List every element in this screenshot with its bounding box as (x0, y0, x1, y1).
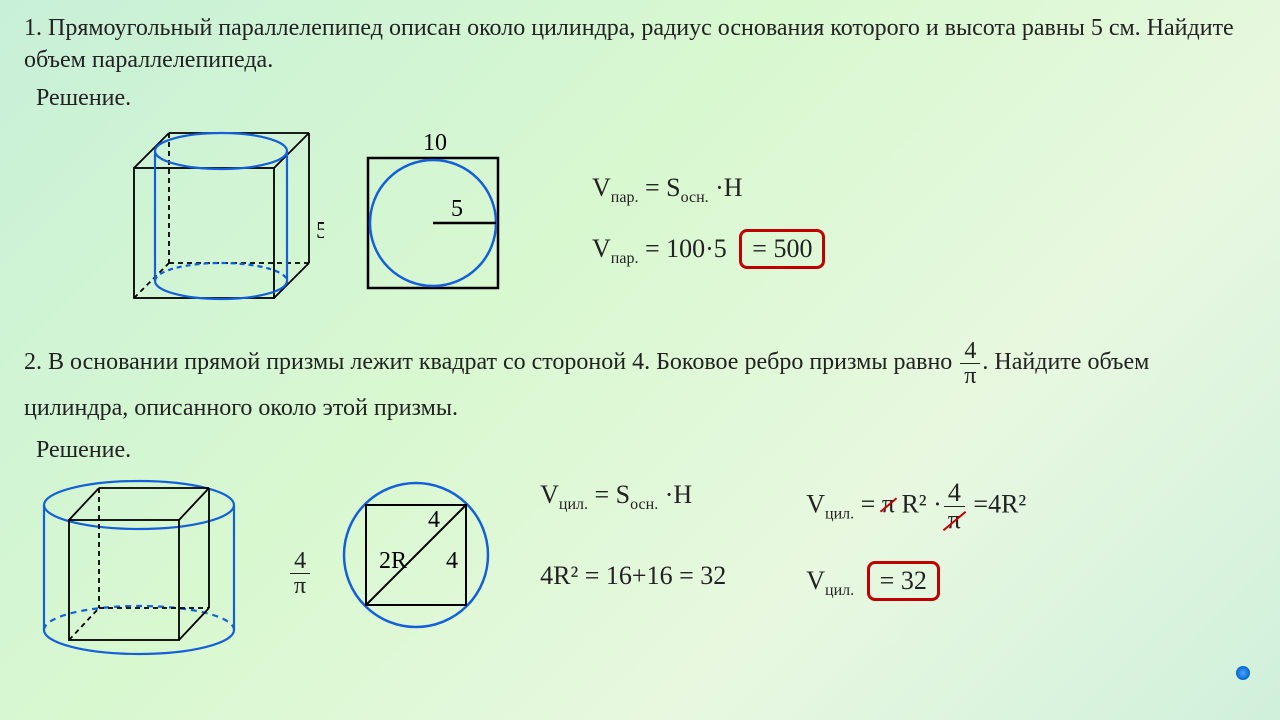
problem-1-formula-calc: Vпар. = 100·5 = 500 (592, 229, 825, 269)
problem-2-answer: = 32 (867, 561, 940, 601)
svg-text:4: 4 (428, 507, 440, 533)
problem-1-formula-general: Vпар. = Sосн. ·H (592, 173, 825, 207)
problem-1-answer: = 500 (739, 229, 825, 269)
problem-1-text: 1. Прямоугольный параллелепипед описан о… (24, 12, 1256, 77)
problem-2-solution-label: Решение. (24, 437, 1256, 464)
svg-text:5: 5 (316, 218, 324, 244)
problem-2-formula-3: 4R² = 16+16 = 32 (540, 561, 726, 601)
cursor-icon (1236, 666, 1250, 680)
problem-2-height-label: 4π (288, 549, 312, 598)
problem-2-circle-figure: 4 4 2R (336, 470, 496, 647)
problem-2-formula-4: Vцил. = 32 (806, 561, 1026, 601)
problem-2-formula-2: Vцил. = π R² ·4π =4R² (806, 480, 1026, 533)
svg-text:4: 4 (446, 548, 458, 574)
problem-2-text: 2. В основании прямой призмы лежит квадр… (24, 339, 1256, 429)
problem-1-square-figure: 10 5 (348, 128, 518, 315)
problem-2-prism-figure (34, 470, 264, 677)
svg-text:5: 5 (451, 196, 463, 222)
problem-2-formula-1: Vцил. = Sосн. ·H (540, 480, 726, 533)
problem-1-cube-figure: 5 (104, 118, 324, 325)
svg-text:10: 10 (423, 130, 447, 156)
problem-1-solution-label: Решение. (24, 85, 1256, 112)
svg-text:2R: 2R (379, 548, 407, 574)
